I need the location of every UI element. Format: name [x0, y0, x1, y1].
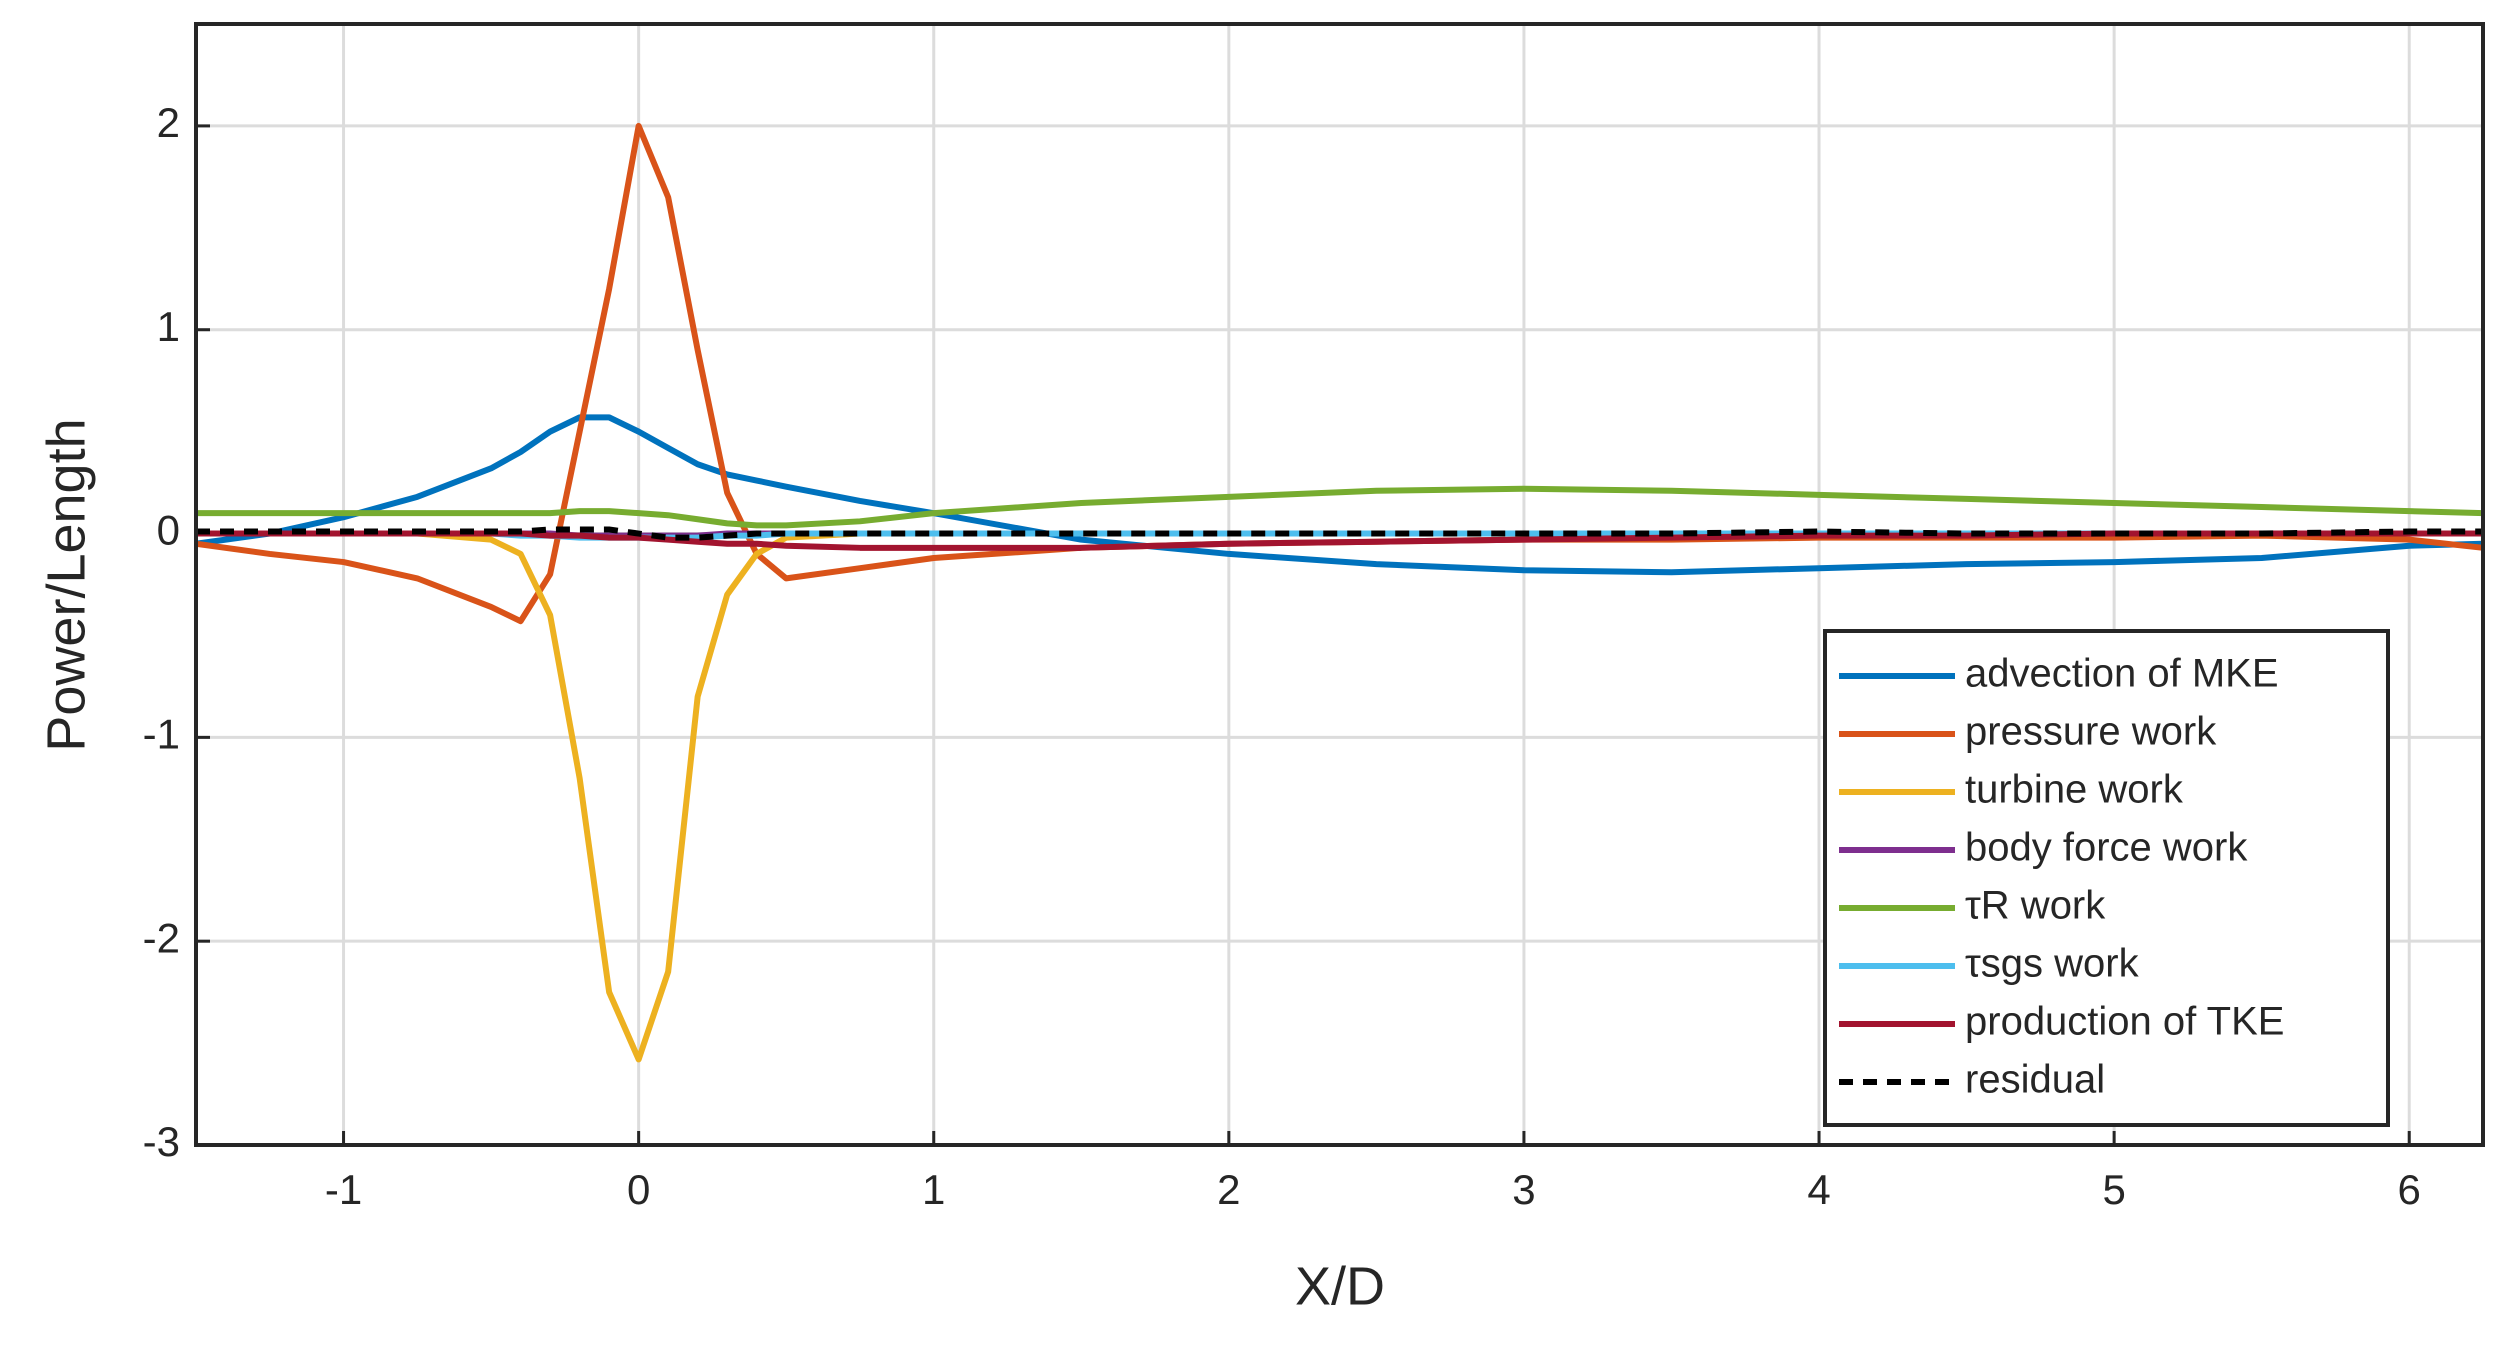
x-tick-label: 6: [2398, 1166, 2421, 1213]
y-tick-label: -1: [143, 710, 180, 757]
line-series: [196, 485, 2484, 529]
y-tick-label: -3: [143, 1118, 180, 1165]
legend-label: advection of MKE: [1965, 652, 2279, 696]
x-tick-label: -1: [325, 1166, 362, 1213]
legend-label: turbine work: [1965, 768, 2184, 812]
x-tick-label: 2: [1217, 1166, 1240, 1213]
legend-label: production of TKE: [1965, 1000, 2284, 1044]
y-axis-label: Power/Length: [36, 418, 96, 751]
line-series: [195, 414, 2484, 576]
legend-label: body force work: [1965, 826, 2248, 870]
x-axis-label: X/D: [1295, 1256, 1385, 1316]
legend-label: τR work: [1965, 884, 2106, 928]
line-series: [196, 526, 2483, 541]
legend-label: residual: [1965, 1058, 2105, 1102]
legend-label: τsgs work: [1965, 942, 2140, 986]
x-tick-label: 3: [1512, 1166, 1535, 1213]
line-series: [196, 530, 2483, 551]
x-tick-label: 4: [1807, 1166, 1830, 1213]
legend-box: [1823, 629, 2390, 1127]
y-tick-label: 0: [157, 507, 180, 554]
y-tick-label: 1: [157, 303, 180, 350]
y-tick-label: 2: [157, 99, 180, 146]
x-tick-label: 1: [922, 1166, 945, 1213]
x-tick-label: 0: [627, 1166, 650, 1213]
y-tick-label: -2: [143, 914, 180, 961]
line-series: [195, 122, 2484, 625]
legend-label: pressure work: [1965, 710, 2217, 754]
x-tick-label: 5: [2102, 1166, 2125, 1213]
plot-frame: [194, 22, 2485, 1147]
